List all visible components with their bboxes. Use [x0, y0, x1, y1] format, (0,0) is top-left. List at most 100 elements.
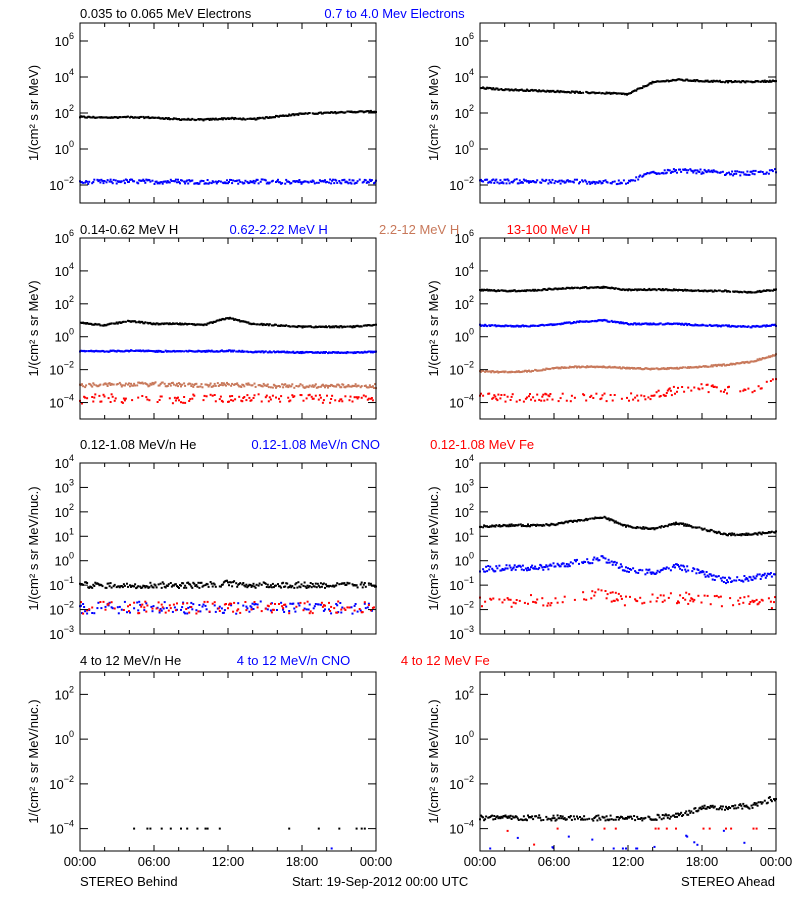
data-point	[629, 92, 631, 95]
data-point	[308, 585, 311, 588]
data-point	[288, 400, 291, 403]
data-point	[663, 394, 666, 397]
data-point	[524, 179, 527, 182]
data-point	[199, 350, 202, 353]
data-point	[93, 612, 96, 615]
data-point	[702, 365, 705, 368]
data-point	[609, 394, 612, 396]
data-point	[769, 289, 772, 292]
data-point	[371, 399, 374, 402]
data-point	[643, 368, 646, 370]
data-point	[275, 323, 277, 326]
data-point	[127, 115, 129, 118]
data-point	[288, 325, 291, 328]
data-point	[752, 81, 755, 83]
data-point	[748, 807, 751, 810]
data-point	[722, 829, 725, 832]
data-point	[188, 322, 191, 325]
data-point	[535, 289, 538, 292]
data-point	[637, 572, 640, 574]
series	[489, 829, 746, 850]
data-point	[509, 399, 512, 401]
data-point	[150, 383, 153, 386]
data-point	[356, 610, 359, 613]
data-point	[718, 79, 721, 82]
data-point	[534, 399, 537, 402]
data-point	[500, 394, 503, 396]
data-point	[232, 179, 235, 182]
data-point	[658, 571, 661, 574]
data-point	[366, 324, 369, 327]
data-point	[663, 169, 666, 172]
data-point	[173, 396, 176, 399]
data-point	[693, 169, 696, 172]
data-point	[699, 806, 702, 809]
data-point	[717, 596, 720, 599]
data-point	[696, 169, 699, 172]
data-point	[308, 603, 311, 606]
data-point	[761, 357, 764, 359]
data-point	[614, 818, 617, 821]
data-point	[656, 569, 659, 572]
data-point	[570, 394, 573, 397]
data-point	[123, 584, 126, 587]
series	[80, 600, 375, 615]
data-point	[642, 174, 645, 177]
data-point	[89, 383, 92, 386]
data-point	[608, 561, 611, 564]
data-point	[570, 818, 573, 821]
data-point	[328, 608, 330, 611]
data-point	[592, 819, 595, 822]
data-point	[713, 805, 716, 808]
data-point	[761, 599, 764, 602]
data-point	[496, 181, 499, 184]
data-point	[124, 320, 127, 323]
data-point	[555, 818, 558, 821]
data-point	[213, 394, 216, 396]
data-point	[195, 584, 198, 586]
data-point	[668, 523, 671, 526]
data-point	[166, 385, 169, 387]
data-point	[692, 600, 695, 603]
data-point	[181, 350, 184, 353]
data-point	[504, 370, 507, 373]
data-point	[312, 397, 315, 400]
data-point	[498, 290, 501, 292]
data-point	[589, 396, 592, 398]
data-point	[91, 116, 94, 119]
data-point	[99, 181, 102, 184]
data-point	[550, 819, 553, 822]
data-point	[742, 580, 745, 583]
data-point	[715, 324, 718, 327]
data-point	[181, 383, 184, 386]
data-point	[505, 564, 508, 567]
data-point	[320, 601, 323, 604]
data-point	[635, 176, 638, 179]
data-point	[197, 581, 200, 584]
data-point	[103, 395, 106, 398]
data-point	[367, 110, 370, 113]
data-point	[176, 181, 178, 184]
data-point	[335, 179, 338, 182]
data-point	[546, 398, 549, 401]
data-point	[569, 366, 572, 369]
data-point	[206, 179, 209, 181]
data-point	[634, 322, 637, 325]
data-point	[524, 818, 527, 821]
data-point	[613, 287, 616, 290]
data-point	[495, 370, 498, 373]
data-point	[743, 841, 746, 844]
data-point	[601, 516, 604, 519]
legend-title: 0.62-2.22 MeV H	[230, 222, 328, 237]
data-point	[204, 323, 207, 326]
data-point	[182, 601, 185, 604]
data-point	[293, 180, 296, 183]
data-point	[506, 816, 509, 819]
data-point	[293, 386, 296, 389]
data-point	[253, 601, 256, 603]
data-point	[627, 181, 629, 184]
data-point	[536, 393, 539, 396]
data-point	[685, 810, 688, 813]
legend-title: 0.12-1.08 MeV/n He	[80, 437, 196, 452]
